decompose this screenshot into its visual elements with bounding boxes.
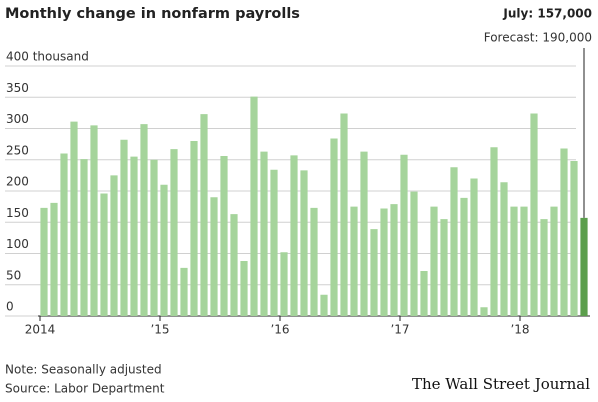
- bar: [250, 96, 258, 316]
- bar: [430, 206, 438, 316]
- bar: [380, 208, 388, 316]
- x-tick-label: ’17: [390, 323, 409, 337]
- bar: [230, 214, 238, 316]
- x-tick-label: 2014: [25, 323, 56, 337]
- y-tick-label: 350: [6, 81, 29, 95]
- y-tick-label: 200: [6, 175, 29, 189]
- bar: [440, 219, 448, 316]
- annotation: Forecast: 190,000: [484, 31, 592, 45]
- y-tick-label: 0: [6, 300, 14, 314]
- bar: [170, 149, 178, 316]
- bar: [270, 169, 278, 316]
- x-tick-label: ’15: [150, 323, 169, 337]
- x-tick-label: ’18: [510, 323, 529, 337]
- bar: [130, 156, 138, 316]
- annotation: July: 157,000: [502, 7, 592, 21]
- y-tick-label: 300: [6, 112, 29, 126]
- bar: [420, 271, 428, 316]
- bar: [490, 147, 498, 316]
- bar: [290, 155, 298, 316]
- bar: [320, 294, 328, 316]
- bar: [550, 206, 558, 316]
- bar: [90, 125, 98, 316]
- bar: [370, 229, 378, 316]
- bar: [410, 191, 418, 316]
- bar: [100, 193, 108, 316]
- bar: [120, 139, 128, 316]
- bar: [520, 206, 528, 316]
- bar: [210, 197, 218, 316]
- y-tick-label: 250: [6, 143, 29, 157]
- bar: [480, 307, 488, 316]
- bar: [500, 182, 508, 316]
- bar: [540, 219, 548, 316]
- x-tick-label: ’16: [270, 323, 289, 337]
- y-tick-label: 100: [6, 237, 29, 251]
- y-tick-label: 400 thousand: [6, 50, 89, 64]
- bar: [530, 113, 538, 316]
- note: Note: Seasonally adjusted: [5, 363, 162, 377]
- bar: [460, 197, 468, 316]
- bar: [350, 206, 358, 316]
- bar: [450, 167, 458, 316]
- chart-title: Monthly change in nonfarm payrolls: [5, 6, 300, 22]
- bar: [390, 204, 398, 316]
- bar: [300, 170, 308, 316]
- bar: [160, 184, 168, 316]
- credit: The Wall Street Journal: [412, 375, 590, 393]
- bar: [570, 161, 578, 316]
- bar: [510, 206, 518, 316]
- bar: [110, 175, 118, 316]
- bar: [580, 217, 588, 316]
- bar: [70, 121, 78, 316]
- bar: [340, 113, 348, 316]
- bar: [200, 114, 208, 316]
- bar: [400, 154, 408, 316]
- bar: [180, 267, 188, 316]
- bar: [260, 151, 268, 316]
- bar: [150, 159, 158, 316]
- bar: [220, 156, 228, 316]
- bar: [60, 153, 68, 316]
- bar: [360, 151, 368, 316]
- bar: [80, 159, 88, 316]
- bar: [560, 148, 568, 316]
- source: Source: Labor Department: [5, 382, 165, 396]
- y-tick-label: 50: [6, 268, 21, 282]
- y-tick-label: 150: [6, 206, 29, 220]
- bar: [50, 202, 58, 316]
- bar: [140, 124, 148, 316]
- bar: [240, 261, 248, 316]
- bar: [330, 138, 338, 316]
- bar: [470, 178, 478, 316]
- bar: [280, 252, 288, 316]
- bar: [190, 141, 198, 316]
- bar: [40, 207, 48, 316]
- bar: [310, 207, 318, 316]
